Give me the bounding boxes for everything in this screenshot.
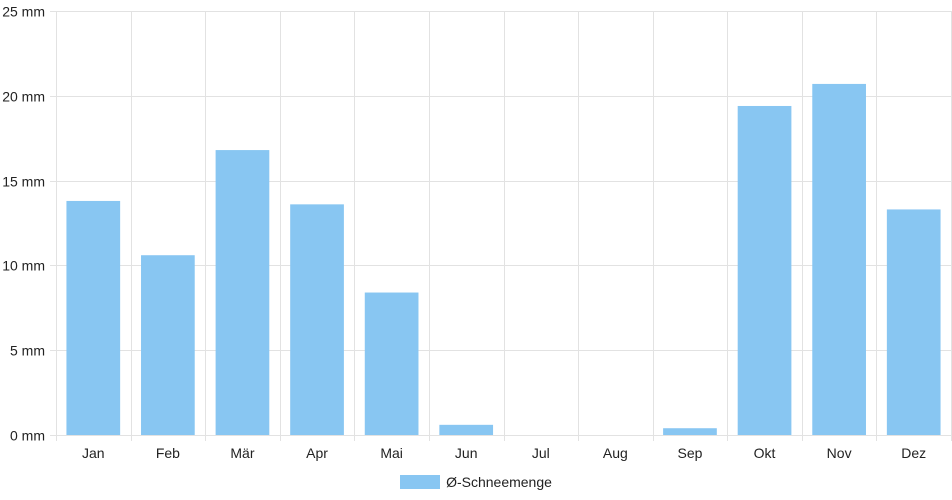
- bar[interactable]: [66, 200, 121, 435]
- bar[interactable]: [886, 209, 941, 435]
- x-tick-label: Mär: [230, 445, 254, 461]
- bar[interactable]: [812, 83, 866, 435]
- y-tick-label: 0 mm: [10, 428, 45, 444]
- grid-lines: [56, 11, 952, 441]
- x-tick-label: Mai: [380, 445, 403, 461]
- snow-bar-chart: 0 mm 5 mm 10 mm 15 mm 20 mm 25 mm Jan Feb Mär Ap…: [2, 4, 952, 461]
- x-tick-label: Jun: [455, 445, 478, 461]
- x-tick-label: Aug: [603, 445, 628, 461]
- legend-swatch: [400, 475, 441, 489]
- y-tick-label: 25 mm: [2, 4, 45, 20]
- y-tick-label: 5 mm: [10, 343, 45, 359]
- x-tick-label: Dez: [901, 445, 926, 461]
- bar[interactable]: [663, 428, 717, 435]
- x-axis: Jan Feb Mär Apr Mai Jun Jul Aug Sep Okt Nov Dez: [82, 445, 926, 461]
- legend-label: Ø-Schneemenge: [446, 474, 552, 490]
- bar[interactable]: [737, 105, 792, 435]
- y-axis: 0 mm 5 mm 10 mm 15 mm 20 mm 25 mm: [2, 4, 56, 444]
- bar[interactable]: [141, 255, 195, 435]
- bar[interactable]: [364, 292, 419, 435]
- legend[interactable]: Ø-Schneemenge: [0, 470, 952, 494]
- x-tick-label: Okt: [754, 445, 776, 461]
- x-tick-label: Sep: [677, 445, 702, 461]
- bar-series: [66, 83, 941, 435]
- x-tick-label: Jan: [82, 445, 105, 461]
- y-tick-label: 10 mm: [2, 258, 45, 274]
- y-tick-label: 15 mm: [2, 174, 45, 190]
- bar[interactable]: [439, 424, 494, 435]
- bar[interactable]: [215, 150, 270, 435]
- x-tick-label: Feb: [156, 445, 180, 461]
- x-tick-label: Jul: [532, 445, 550, 461]
- bar[interactable]: [290, 204, 344, 435]
- x-tick-label: Apr: [306, 445, 328, 461]
- x-tick-label: Nov: [827, 445, 852, 461]
- y-tick-label: 20 mm: [2, 89, 45, 105]
